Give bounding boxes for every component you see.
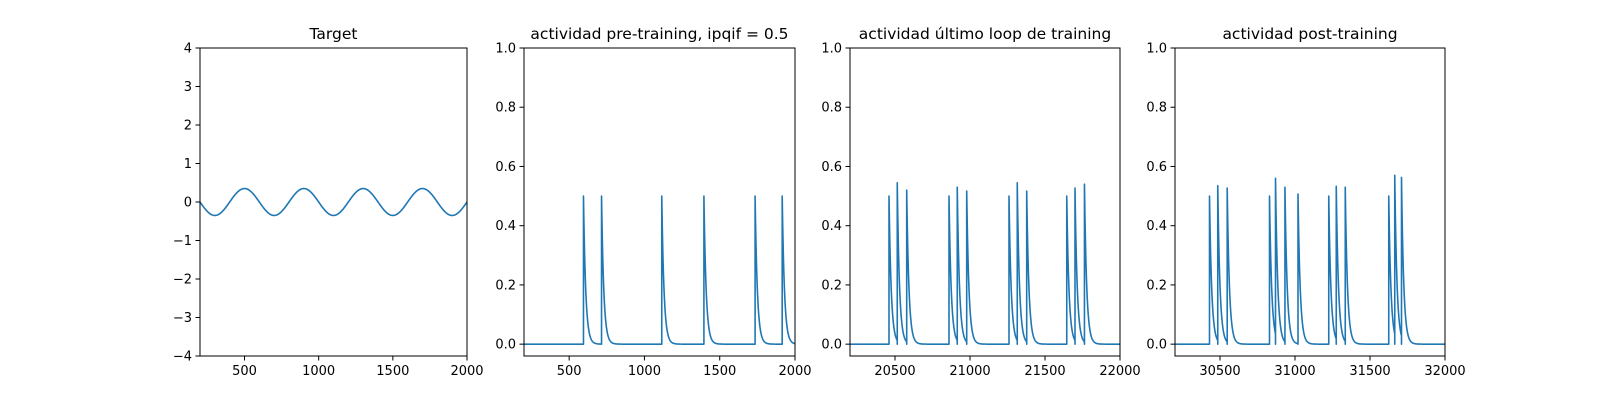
x-tick-label: 500: [557, 364, 582, 379]
axes-frame: [523, 47, 796, 357]
y-tick-label: 0.6: [1146, 160, 1167, 175]
x-tick-label: 1500: [703, 364, 736, 379]
y-tick-label: 1.0: [1146, 42, 1167, 57]
x-tick-label: 2000: [778, 364, 811, 379]
x-tick-label: 21000: [949, 364, 990, 379]
x-tick-label: 31000: [1274, 364, 1315, 379]
y-tick-label: 0.0: [495, 338, 516, 353]
subplot-target: Target 500 1000 1500 2000 −4 −3 −2 −1 0 1 2 3 4: [173, 25, 484, 379]
y-tick-label: 2: [184, 119, 192, 134]
x-tick-label: 1500: [376, 364, 409, 379]
y-tick-label: 0.0: [1146, 338, 1167, 353]
y-tick-label: −4: [173, 350, 192, 365]
y-tick-label: −3: [173, 311, 192, 326]
subplot-title: actividad pre-training, ipqif = 0.5: [530, 25, 788, 43]
y-tick-label: 1: [184, 157, 192, 172]
x-tick-label: 1000: [302, 364, 335, 379]
x-tick-label: 1000: [628, 364, 661, 379]
x-tick-label: 2000: [450, 364, 483, 379]
x-tick-label: 30500: [1199, 364, 1240, 379]
y-tick-label: 0.6: [495, 160, 516, 175]
y-tick-label: 0.2: [495, 278, 516, 293]
subplot-title: actividad último loop de training: [859, 25, 1111, 43]
y-tick-label: 3: [184, 80, 192, 95]
series-line: [1175, 174, 1445, 345]
subplot-pre-training: actividad pre-training, ipqif = 0.5 500 1…: [495, 25, 811, 379]
y-tick-label: 0.8: [1146, 101, 1167, 116]
y-tick-label: 4: [184, 42, 192, 57]
y-tick-label: 0.2: [821, 278, 842, 293]
subplot-post-training: actividad post-training 30500 31000 31500 3…: [1146, 25, 1465, 379]
y-tick-label: 0: [184, 196, 192, 211]
y-tick-label: 0.2: [1146, 278, 1167, 293]
y-tick-label: 0.8: [821, 101, 842, 116]
series-line: [200, 187, 467, 217]
axes-frame: [1174, 47, 1446, 357]
y-tick-label: 1.0: [821, 42, 842, 57]
x-tick-label: 21500: [1024, 364, 1065, 379]
x-tick-label: 32000: [1424, 364, 1465, 379]
subplot-title: actividad post-training: [1222, 25, 1397, 43]
y-tick-label: 0.4: [495, 219, 516, 234]
y-tick-label: 0.6: [821, 160, 842, 175]
x-tick-label: 20500: [874, 364, 915, 379]
subplot-last-training-loop: actividad último loop de training 20500 2…: [821, 25, 1140, 379]
subplot-title: Target: [309, 25, 358, 43]
y-tick-label: 1.0: [495, 42, 516, 57]
y-tick-label: 0.8: [495, 101, 516, 116]
y-tick-label: −1: [173, 234, 192, 249]
series-line: [524, 195, 795, 345]
x-tick-label: 22000: [1099, 364, 1140, 379]
x-tick-label: 31500: [1349, 364, 1390, 379]
y-tick-label: 0.0: [821, 338, 842, 353]
axes-frame: [849, 47, 1121, 357]
series-line: [850, 181, 1120, 345]
y-tick-label: −2: [173, 273, 192, 288]
y-tick-label: 0.4: [1146, 219, 1167, 234]
y-tick-label: 0.4: [821, 219, 842, 234]
x-tick-label: 500: [232, 364, 257, 379]
